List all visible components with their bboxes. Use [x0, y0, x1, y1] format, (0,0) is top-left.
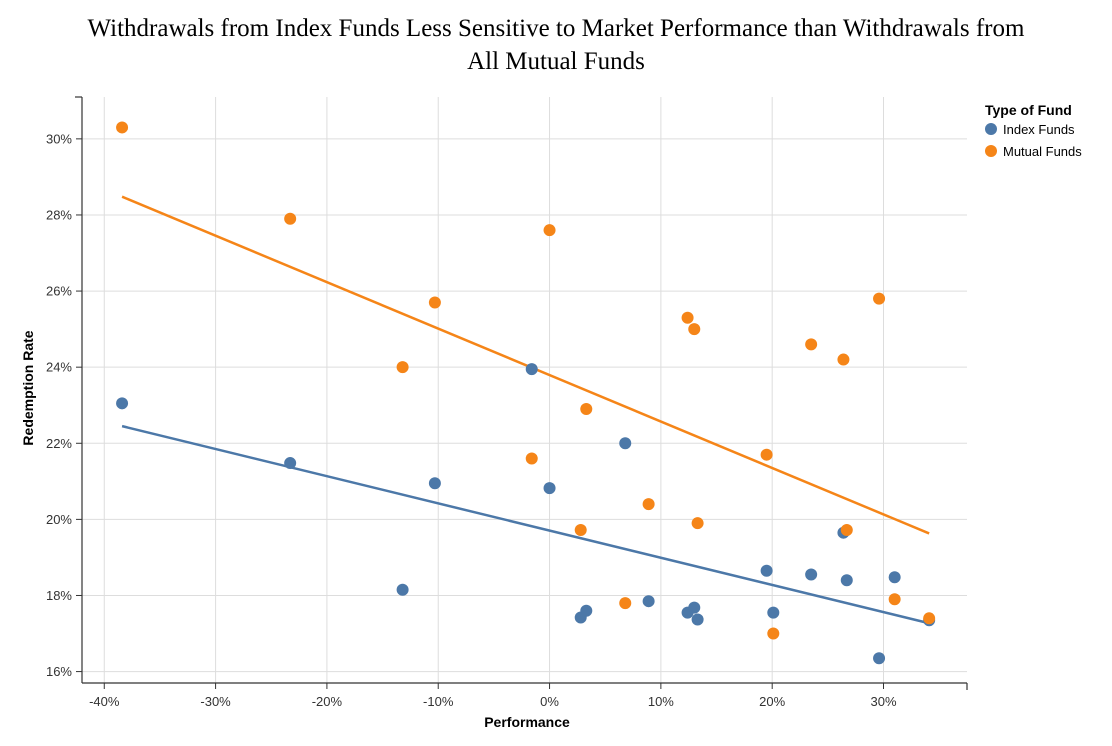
x-tick-label: -40%	[89, 694, 120, 709]
index-funds-point	[840, 574, 853, 587]
axes: -40% -30% -20% -10% 0% 10% 20% 30% 16% 18% 20% 22% 2…	[46, 96, 968, 709]
index-funds-point	[805, 568, 818, 581]
mutual-funds-point	[688, 323, 701, 336]
legend-index-funds-label: Index Funds	[1003, 122, 1075, 137]
x-tick-label: 10%	[648, 694, 674, 709]
index-funds-point	[428, 477, 441, 490]
legend-title: Type of Fund	[985, 102, 1072, 118]
mutual-funds-point	[428, 296, 441, 309]
mutual-funds-point	[580, 403, 593, 416]
y-tick-label: 22%	[46, 436, 72, 451]
grid-lines	[82, 97, 967, 683]
index-funds-trend-line	[121, 424, 930, 625]
mutual-funds-point	[619, 597, 632, 610]
index-funds-point	[888, 571, 901, 584]
index-funds-point	[284, 457, 297, 470]
y-tick-label: 20%	[46, 512, 72, 527]
y-tick-label: 28%	[46, 207, 72, 222]
index-funds-point	[688, 601, 701, 614]
index-funds-point	[543, 482, 556, 495]
x-tick-label: 0%	[540, 694, 559, 709]
legend-index-funds-swatch	[985, 123, 997, 135]
legend-mutual-funds-swatch	[985, 145, 997, 157]
index-funds-point	[116, 397, 129, 410]
mutual-funds-point	[681, 311, 694, 324]
mutual-funds-point	[805, 338, 818, 351]
mutual-funds-point	[691, 517, 704, 530]
y-tick-label: 24%	[46, 360, 72, 375]
index-funds-point	[642, 595, 655, 608]
mutual-funds-point	[284, 212, 297, 225]
mutual-funds-point	[574, 524, 587, 537]
y-axis-title: Redemption Rate	[20, 330, 36, 445]
x-tick-label: -20%	[312, 694, 343, 709]
x-tick-label: 20%	[759, 694, 785, 709]
mutual-funds-point	[760, 448, 773, 461]
mutual-funds-point	[873, 292, 886, 305]
x-tick-label: -10%	[423, 694, 454, 709]
y-tick-label: 26%	[46, 284, 72, 299]
legend: Type of Fund Index Funds Mutual Funds	[985, 102, 1082, 159]
data-points	[116, 121, 936, 665]
mutual-funds-point	[840, 524, 853, 537]
x-tick-label: 30%	[870, 694, 896, 709]
x-tick-label: -30%	[200, 694, 231, 709]
index-funds-point	[396, 583, 409, 596]
mutual-funds-point	[116, 121, 129, 134]
x-axis-title: Performance	[484, 714, 570, 730]
y-tick-label: 18%	[46, 588, 72, 603]
index-funds-point	[580, 604, 593, 617]
mutual-funds-point	[837, 353, 850, 366]
index-funds-point	[767, 606, 780, 619]
mutual-funds-point	[543, 224, 556, 237]
index-funds-point	[760, 564, 773, 577]
mutual-funds-point	[767, 627, 780, 640]
mutual-funds-trend-line	[121, 195, 930, 535]
chart-title: Withdrawals from Index Funds Less Sensit…	[0, 12, 1112, 78]
mutual-funds-point	[525, 452, 538, 465]
chart-title-line-2: All Mutual Funds	[467, 48, 645, 75]
trend-lines	[121, 195, 930, 625]
y-tick-label: 30%	[46, 131, 72, 146]
mutual-funds-point	[396, 361, 409, 374]
mutual-funds-point	[888, 593, 901, 606]
legend-mutual-funds-label: Mutual Funds	[1003, 144, 1082, 159]
mutual-funds-point	[642, 498, 655, 511]
chart-title-line-1: Withdrawals from Index Funds Less Sensit…	[87, 15, 1025, 42]
index-funds-point	[873, 652, 886, 665]
y-tick-label: 16%	[46, 664, 72, 679]
index-funds-point	[619, 437, 632, 450]
index-funds-point	[691, 613, 704, 626]
mutual-funds-point	[923, 612, 936, 625]
index-funds-point	[525, 363, 538, 376]
